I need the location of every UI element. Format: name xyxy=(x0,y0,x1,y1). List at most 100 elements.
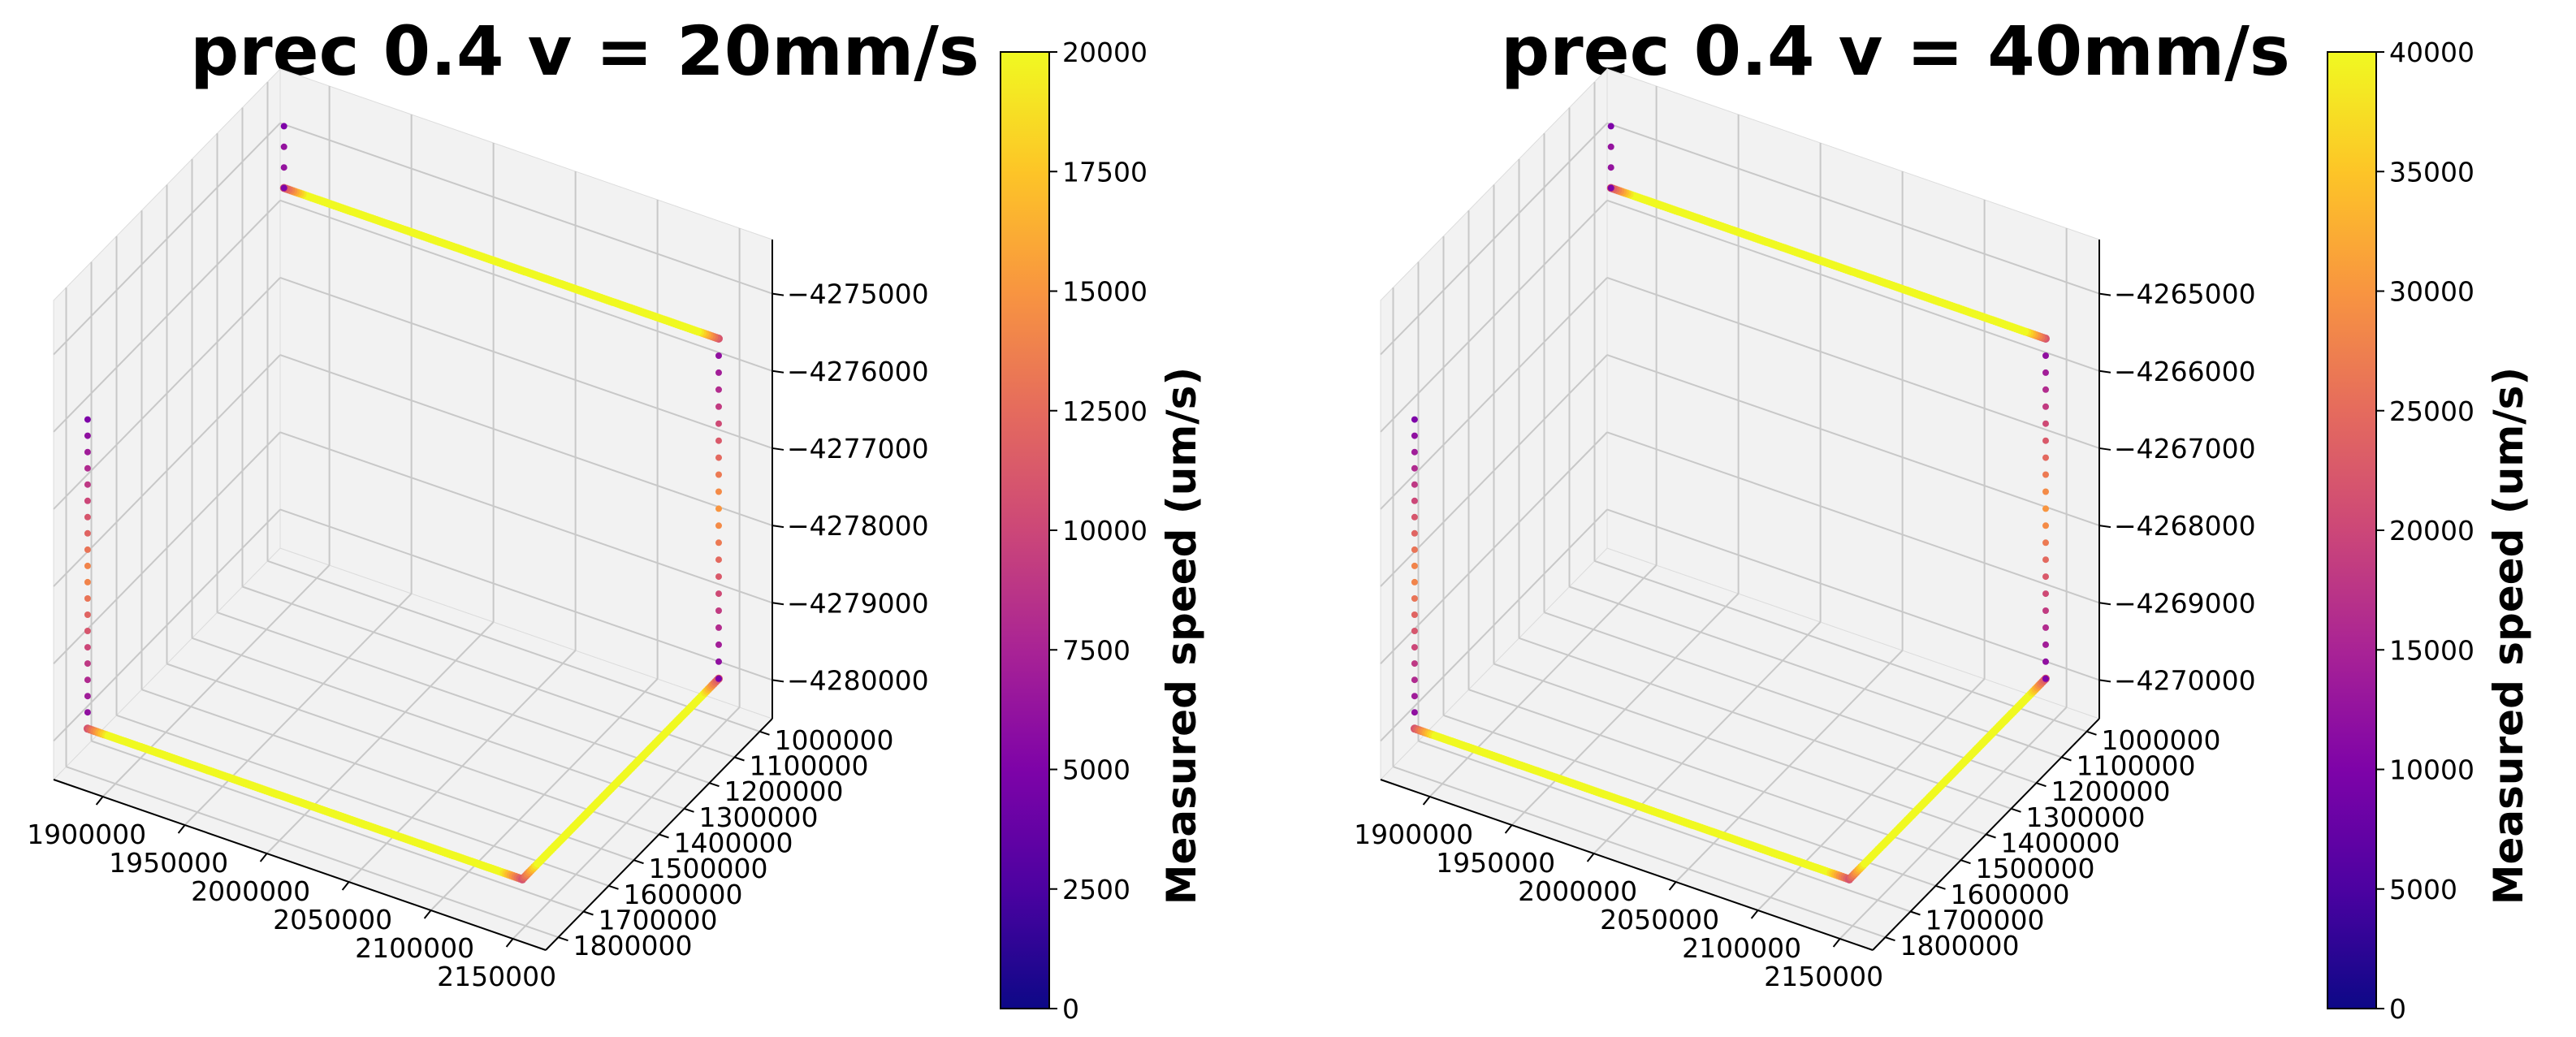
y-tick-label: 1300000 xyxy=(2026,802,2146,833)
y-grid-line xyxy=(1393,766,1886,939)
y-tick-mark xyxy=(583,910,594,916)
y-grid-line xyxy=(66,766,559,939)
z-tick-label: −4267000 xyxy=(2114,433,2256,464)
x-tick-mark xyxy=(1504,824,1513,834)
z-grid-line xyxy=(1380,431,1608,664)
data-point xyxy=(1411,481,1418,488)
chart-panel-2: prec 0.4 v = 40mm/s 19000001950000200000… xyxy=(1354,11,2532,1025)
x-tick-label: 2100000 xyxy=(355,932,474,964)
z-tick-label: −4270000 xyxy=(2114,664,2256,696)
colorbar-label: Measured speed (um/s) xyxy=(1158,367,1205,905)
x-tick-label: 2000000 xyxy=(1518,875,1637,907)
y-grid-line xyxy=(217,611,710,784)
z-tick-label: −4266000 xyxy=(2114,356,2256,387)
y-tick-label: 1000000 xyxy=(2102,724,2221,756)
y-grid-line xyxy=(1418,740,1911,913)
y-tick-mark xyxy=(633,859,644,865)
z-tick-label: −4280000 xyxy=(787,664,929,696)
z-grid-line xyxy=(1606,199,2100,372)
data-point xyxy=(280,143,287,150)
x-axis-ticks: 1900000195000020000002050000210000021500… xyxy=(27,796,556,992)
data-point xyxy=(2042,556,2049,564)
y-tick-mark xyxy=(709,782,720,788)
y-tick-label: 1200000 xyxy=(2051,776,2171,807)
z-tick-mark xyxy=(2098,369,2111,374)
data-point xyxy=(84,644,91,651)
data-point xyxy=(84,464,91,472)
z-tick-label: −4265000 xyxy=(2114,279,2256,310)
data-point xyxy=(715,522,722,529)
data-point xyxy=(84,595,91,602)
data-point xyxy=(84,432,91,439)
data-point xyxy=(84,481,91,488)
x-tick-label: 1900000 xyxy=(27,819,146,850)
y-grid-line xyxy=(1569,585,2062,758)
data-point xyxy=(1411,546,1418,553)
data-point xyxy=(1411,416,1418,423)
data-point xyxy=(1607,184,1614,192)
y-tick-mark xyxy=(608,884,619,890)
x-tick-mark xyxy=(1668,881,1677,891)
z-tick-mark xyxy=(2098,602,2111,606)
data-point xyxy=(2042,352,2049,359)
colorbar-tick-label: 10000 xyxy=(2389,754,2474,786)
data-point xyxy=(2042,607,2049,614)
z-grid-line xyxy=(53,431,281,664)
data-point xyxy=(280,123,287,130)
z-grid-line xyxy=(1606,431,2100,604)
z-tick-mark xyxy=(2098,292,2111,296)
colorbar-tick-label: 40000 xyxy=(2389,37,2474,68)
z-tick-mark xyxy=(2098,679,2111,683)
y-tick-mark xyxy=(684,807,694,813)
x-tick-label: 1950000 xyxy=(1436,847,1555,879)
data-point xyxy=(84,578,91,585)
x-tick-label: 1950000 xyxy=(109,847,228,879)
y-grid-line xyxy=(242,585,735,758)
z-grid-line xyxy=(279,276,773,449)
y-tick-mark xyxy=(1960,859,1971,865)
data-point xyxy=(715,675,722,682)
y-grid-line xyxy=(166,663,659,836)
data-point xyxy=(84,562,91,569)
z-grid-line xyxy=(279,199,773,372)
data-point xyxy=(84,546,91,553)
data-point xyxy=(715,505,722,512)
z-tick-mark xyxy=(772,292,784,296)
z-grid-line xyxy=(1380,277,1608,510)
y-axis-ticks: 1000000110000012000001300000140000015000… xyxy=(1885,724,2221,961)
y-grid-line xyxy=(192,637,685,810)
z-tick-mark xyxy=(772,369,784,374)
data-point xyxy=(715,573,722,581)
colorbar-tick-label: 0 xyxy=(1062,993,1079,1025)
data-point xyxy=(1607,143,1614,150)
y-tick-label: 1300000 xyxy=(699,802,819,833)
colorbar-tick-label: 30000 xyxy=(2389,276,2474,308)
x-tick-label: 1900000 xyxy=(1354,819,1473,850)
colorbar-tick-label: 15000 xyxy=(1062,276,1148,308)
x-tick-label: 2100000 xyxy=(1682,932,1801,964)
x-tick-mark xyxy=(95,796,104,806)
data-point xyxy=(2042,505,2049,512)
data-point xyxy=(715,386,722,393)
y-grid-line xyxy=(141,689,634,862)
x-axis-line xyxy=(53,779,547,951)
colorbar-tick-label: 20000 xyxy=(1062,37,1148,68)
x-tick-label: 2150000 xyxy=(1764,961,1883,992)
data-point xyxy=(1411,693,1418,700)
colorbar-gradient xyxy=(1000,51,1050,1009)
z-tick-mark xyxy=(2098,447,2111,451)
data-point xyxy=(1411,628,1418,634)
x-axis-line xyxy=(1380,779,1874,951)
z-tick-mark xyxy=(2098,525,2111,529)
z-grid-line xyxy=(1380,200,1608,433)
data-point xyxy=(2042,488,2049,495)
data-point xyxy=(1607,164,1614,171)
data-point xyxy=(715,539,722,547)
grid-lines xyxy=(53,81,773,940)
x-tick-mark xyxy=(1586,853,1595,862)
z-grid-line xyxy=(279,508,773,681)
z-tick-label: −4275000 xyxy=(787,279,929,310)
y-axis-ticks: 1000000110000012000001300000140000015000… xyxy=(558,724,893,961)
y-tick-mark xyxy=(759,730,770,736)
